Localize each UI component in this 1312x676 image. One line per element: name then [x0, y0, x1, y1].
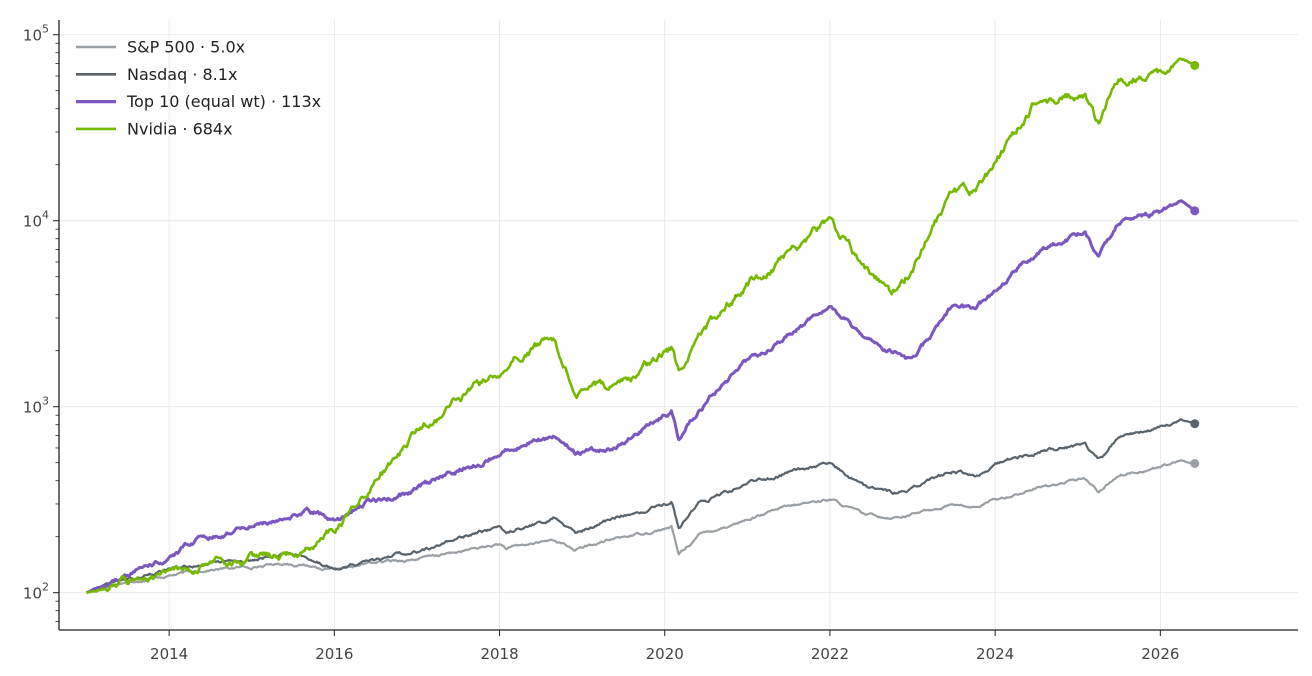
legend-entry: S&P 500 · 5.0x [127, 38, 245, 57]
legend-multiple: 5.0x [210, 38, 245, 57]
legend-multiple: 113x [281, 92, 321, 111]
legend-series-name: Nvidia [127, 119, 177, 138]
x-tick-label: 2022 [811, 645, 849, 663]
y-tick-label: 105 [23, 23, 49, 45]
legend-multiple: 8.1x [203, 65, 238, 84]
legend-entry: Nvidia · 684x [127, 119, 233, 138]
y-tick-base: 10 [23, 585, 42, 603]
y-tick-base: 10 [23, 213, 42, 231]
legend-entry: Top 10 (equal wt) · 113x [126, 92, 321, 111]
legend-series-name: Nasdaq [127, 65, 187, 84]
legend-entry: Nasdaq · 8.1x [127, 65, 237, 84]
y-tick-exponent: 3 [42, 395, 49, 408]
series-line [86, 57, 1196, 594]
legend-separator: · [177, 119, 192, 138]
y-tick-exponent: 5 [42, 23, 49, 36]
legend-separator: · [195, 38, 210, 57]
x-tick-label: 2024 [976, 645, 1014, 663]
legend: S&P 500 · 5.0x Nasdaq · 8.1x Top 10 (equal… [76, 38, 321, 138]
y-tick-exponent: 4 [42, 209, 49, 222]
y-tick-exponent: 2 [42, 581, 49, 594]
series-end-point [1190, 206, 1200, 216]
series-end-point [1190, 419, 1200, 429]
x-ticks: 2014 2016 2018 2020 2022 2024 2026 [150, 630, 1179, 663]
y-tick-base: 10 [23, 399, 42, 417]
series-line [85, 199, 1196, 595]
y-tick-label: 103 [23, 395, 49, 417]
x-tick-label: 2020 [646, 645, 684, 663]
y-tick-label: 102 [23, 581, 49, 603]
x-tick-label: 2026 [1141, 645, 1179, 663]
series-line [86, 459, 1195, 594]
legend-series-name: S&P 500 [127, 38, 195, 57]
series-end-point [1190, 60, 1200, 70]
y-tick-base: 10 [23, 27, 42, 45]
axes [58, 20, 1298, 631]
y-tick-label: 104 [23, 209, 49, 231]
series-layer [85, 57, 1200, 595]
x-tick-label: 2016 [315, 645, 353, 663]
grid [59, 20, 1298, 630]
x-tick-label: 2014 [150, 645, 188, 663]
x-tick-label: 2018 [480, 645, 518, 663]
legend-separator: · [187, 65, 202, 84]
series-end-point [1190, 458, 1200, 468]
legend-series-name: Top 10 (equal wt) [126, 92, 266, 111]
legend-separator: · [266, 92, 281, 111]
legend-multiple: 684x [193, 119, 233, 138]
